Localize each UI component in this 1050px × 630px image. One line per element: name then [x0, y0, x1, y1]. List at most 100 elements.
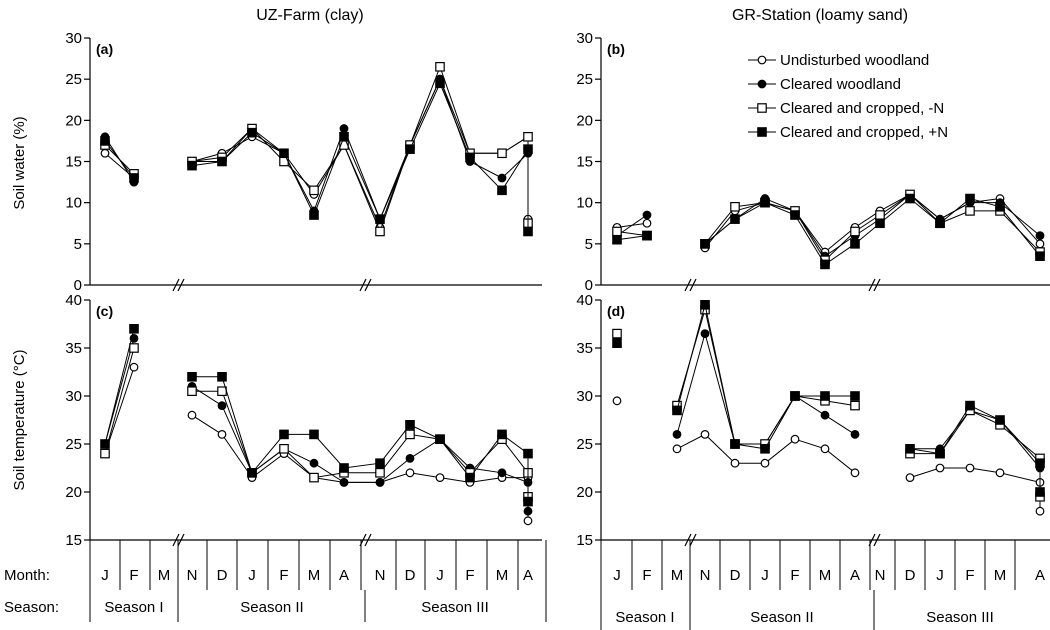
- point-a-1-13: [497, 173, 507, 183]
- left-month-14: A: [523, 567, 533, 584]
- ytick-label-d-3: 30: [576, 388, 593, 405]
- point-d-3-4: [730, 439, 740, 449]
- ytick-label-a-3: 15: [65, 154, 82, 171]
- legend-label-1: Cleared woodland: [780, 76, 901, 93]
- point-d-3-8: [850, 391, 860, 401]
- series-line-c-2-0: [104, 347, 135, 454]
- ytick-label-d-5: 40: [576, 292, 593, 309]
- legend-label-3: Cleared and cropped, +N: [780, 124, 948, 141]
- ytick-label-a-6: 30: [65, 30, 82, 47]
- right-month-4: D: [730, 567, 741, 584]
- point-d-3-10: [905, 444, 915, 454]
- point-a-3-12: [465, 152, 475, 163]
- point-b-3-5: [760, 197, 770, 208]
- series-line-a-3-0: [104, 140, 135, 179]
- point-a-2-14: [523, 132, 533, 142]
- point-d-3-11: [935, 448, 945, 459]
- left-month-13: M: [496, 567, 509, 584]
- ytick-label-c-4: 35: [65, 340, 82, 357]
- point-c-2-3: [187, 386, 197, 396]
- point-b-3-11: [935, 218, 945, 229]
- point-a-3-15: [523, 226, 533, 237]
- point-c-3-11: [435, 434, 445, 444]
- point-c-1-13: [497, 468, 507, 478]
- axis-break-d1: [684, 533, 697, 547]
- ytick-label-c-1: 20: [65, 484, 82, 501]
- point-d-0-3: [700, 430, 710, 439]
- point-d-3-5: [760, 444, 770, 454]
- right-season-1: Season II: [750, 609, 813, 626]
- point-b-3-1: [642, 230, 652, 241]
- left-month-12: F: [465, 567, 474, 584]
- series-line-b-3-0: [616, 235, 648, 241]
- right-month-7: M: [819, 567, 832, 584]
- point-b-2-4: [730, 201, 740, 212]
- right-month-10: D: [905, 567, 916, 584]
- point-b-1-14: [1035, 231, 1045, 241]
- point-d-0-10: [905, 473, 915, 483]
- ytick-label-d-2: 25: [576, 436, 593, 453]
- point-d-3-12: [965, 400, 975, 411]
- point-a-3-6: [279, 148, 289, 159]
- point-a-3-0: [100, 136, 110, 146]
- point-d-3-3: [700, 300, 710, 310]
- left-month-4: D: [217, 567, 228, 584]
- right-month-9: N: [875, 567, 886, 584]
- point-b-3-12: [965, 193, 975, 204]
- point-d-2-0: [612, 328, 622, 339]
- point-d-0-13: [995, 468, 1005, 478]
- right-month-14: A: [1035, 567, 1045, 584]
- point-c-0-15: [523, 516, 533, 526]
- legend-label-0: Undisturbed woodland: [780, 52, 929, 69]
- point-c-1-15: [523, 506, 533, 516]
- left-month-8: A: [339, 567, 349, 584]
- series-line-b-2-1: [704, 193, 1041, 262]
- legend-label-2: Cleared and cropped, -N: [780, 100, 944, 117]
- series-line-d-1-1: [676, 331, 856, 445]
- left-month-10: D: [405, 567, 416, 584]
- point-c-3-4: [217, 372, 227, 382]
- ytick-label-b-5: 25: [576, 71, 593, 88]
- point-c-1-8: [339, 478, 349, 487]
- right-month-1: F: [642, 567, 651, 584]
- point-c-2-10: [405, 429, 415, 440]
- point-d-0-5: [760, 458, 770, 468]
- point-c-1-4: [217, 401, 227, 411]
- right-month-3: N: [700, 567, 711, 584]
- point-b-2-9: [875, 210, 885, 220]
- series-c-1: [100, 334, 533, 516]
- point-c-3-0: [100, 439, 110, 449]
- left-month-6: F: [279, 567, 288, 584]
- point-b-3-14: [1035, 251, 1045, 261]
- series-d-2: [612, 304, 1045, 502]
- point-b-3-13: [995, 201, 1005, 212]
- point-d-0-15: [1035, 506, 1045, 516]
- legend-marker-0: [757, 55, 767, 65]
- point-a-3-13: [497, 185, 507, 196]
- series-line-d-1-2: [910, 409, 1041, 492]
- point-c-3-1: [129, 324, 139, 334]
- point-a-3-8: [339, 132, 349, 142]
- ytick-label-d-4: 35: [576, 340, 593, 357]
- point-c-0-11: [435, 473, 445, 483]
- panel-b: 0 5 10 15 20 25 30 (b): [576, 30, 1050, 294]
- ytick-label-c-2: 25: [65, 436, 82, 453]
- series-c-0: [100, 362, 533, 526]
- point-a-0-0: [100, 148, 110, 158]
- point-c-3-14: [523, 448, 533, 459]
- point-c-1-10: [405, 454, 415, 463]
- legend-marker-1: [757, 79, 767, 89]
- point-b-2-8: [850, 226, 860, 237]
- right-month-6: F: [790, 567, 799, 584]
- ytick-label-a-2: 10: [65, 195, 82, 212]
- point-b-3-7: [820, 259, 830, 270]
- ytick-label-c-0: 15: [65, 532, 82, 549]
- point-a-3-10: [405, 144, 415, 154]
- title-uz-farm: UZ-Farm (clay): [256, 7, 364, 24]
- point-d-3-14: [1035, 458, 1045, 468]
- series-line-c-0-0: [104, 367, 135, 454]
- point-d-3-7: [820, 391, 830, 401]
- series-a-3: [100, 78, 533, 237]
- point-c-3-6: [279, 429, 289, 440]
